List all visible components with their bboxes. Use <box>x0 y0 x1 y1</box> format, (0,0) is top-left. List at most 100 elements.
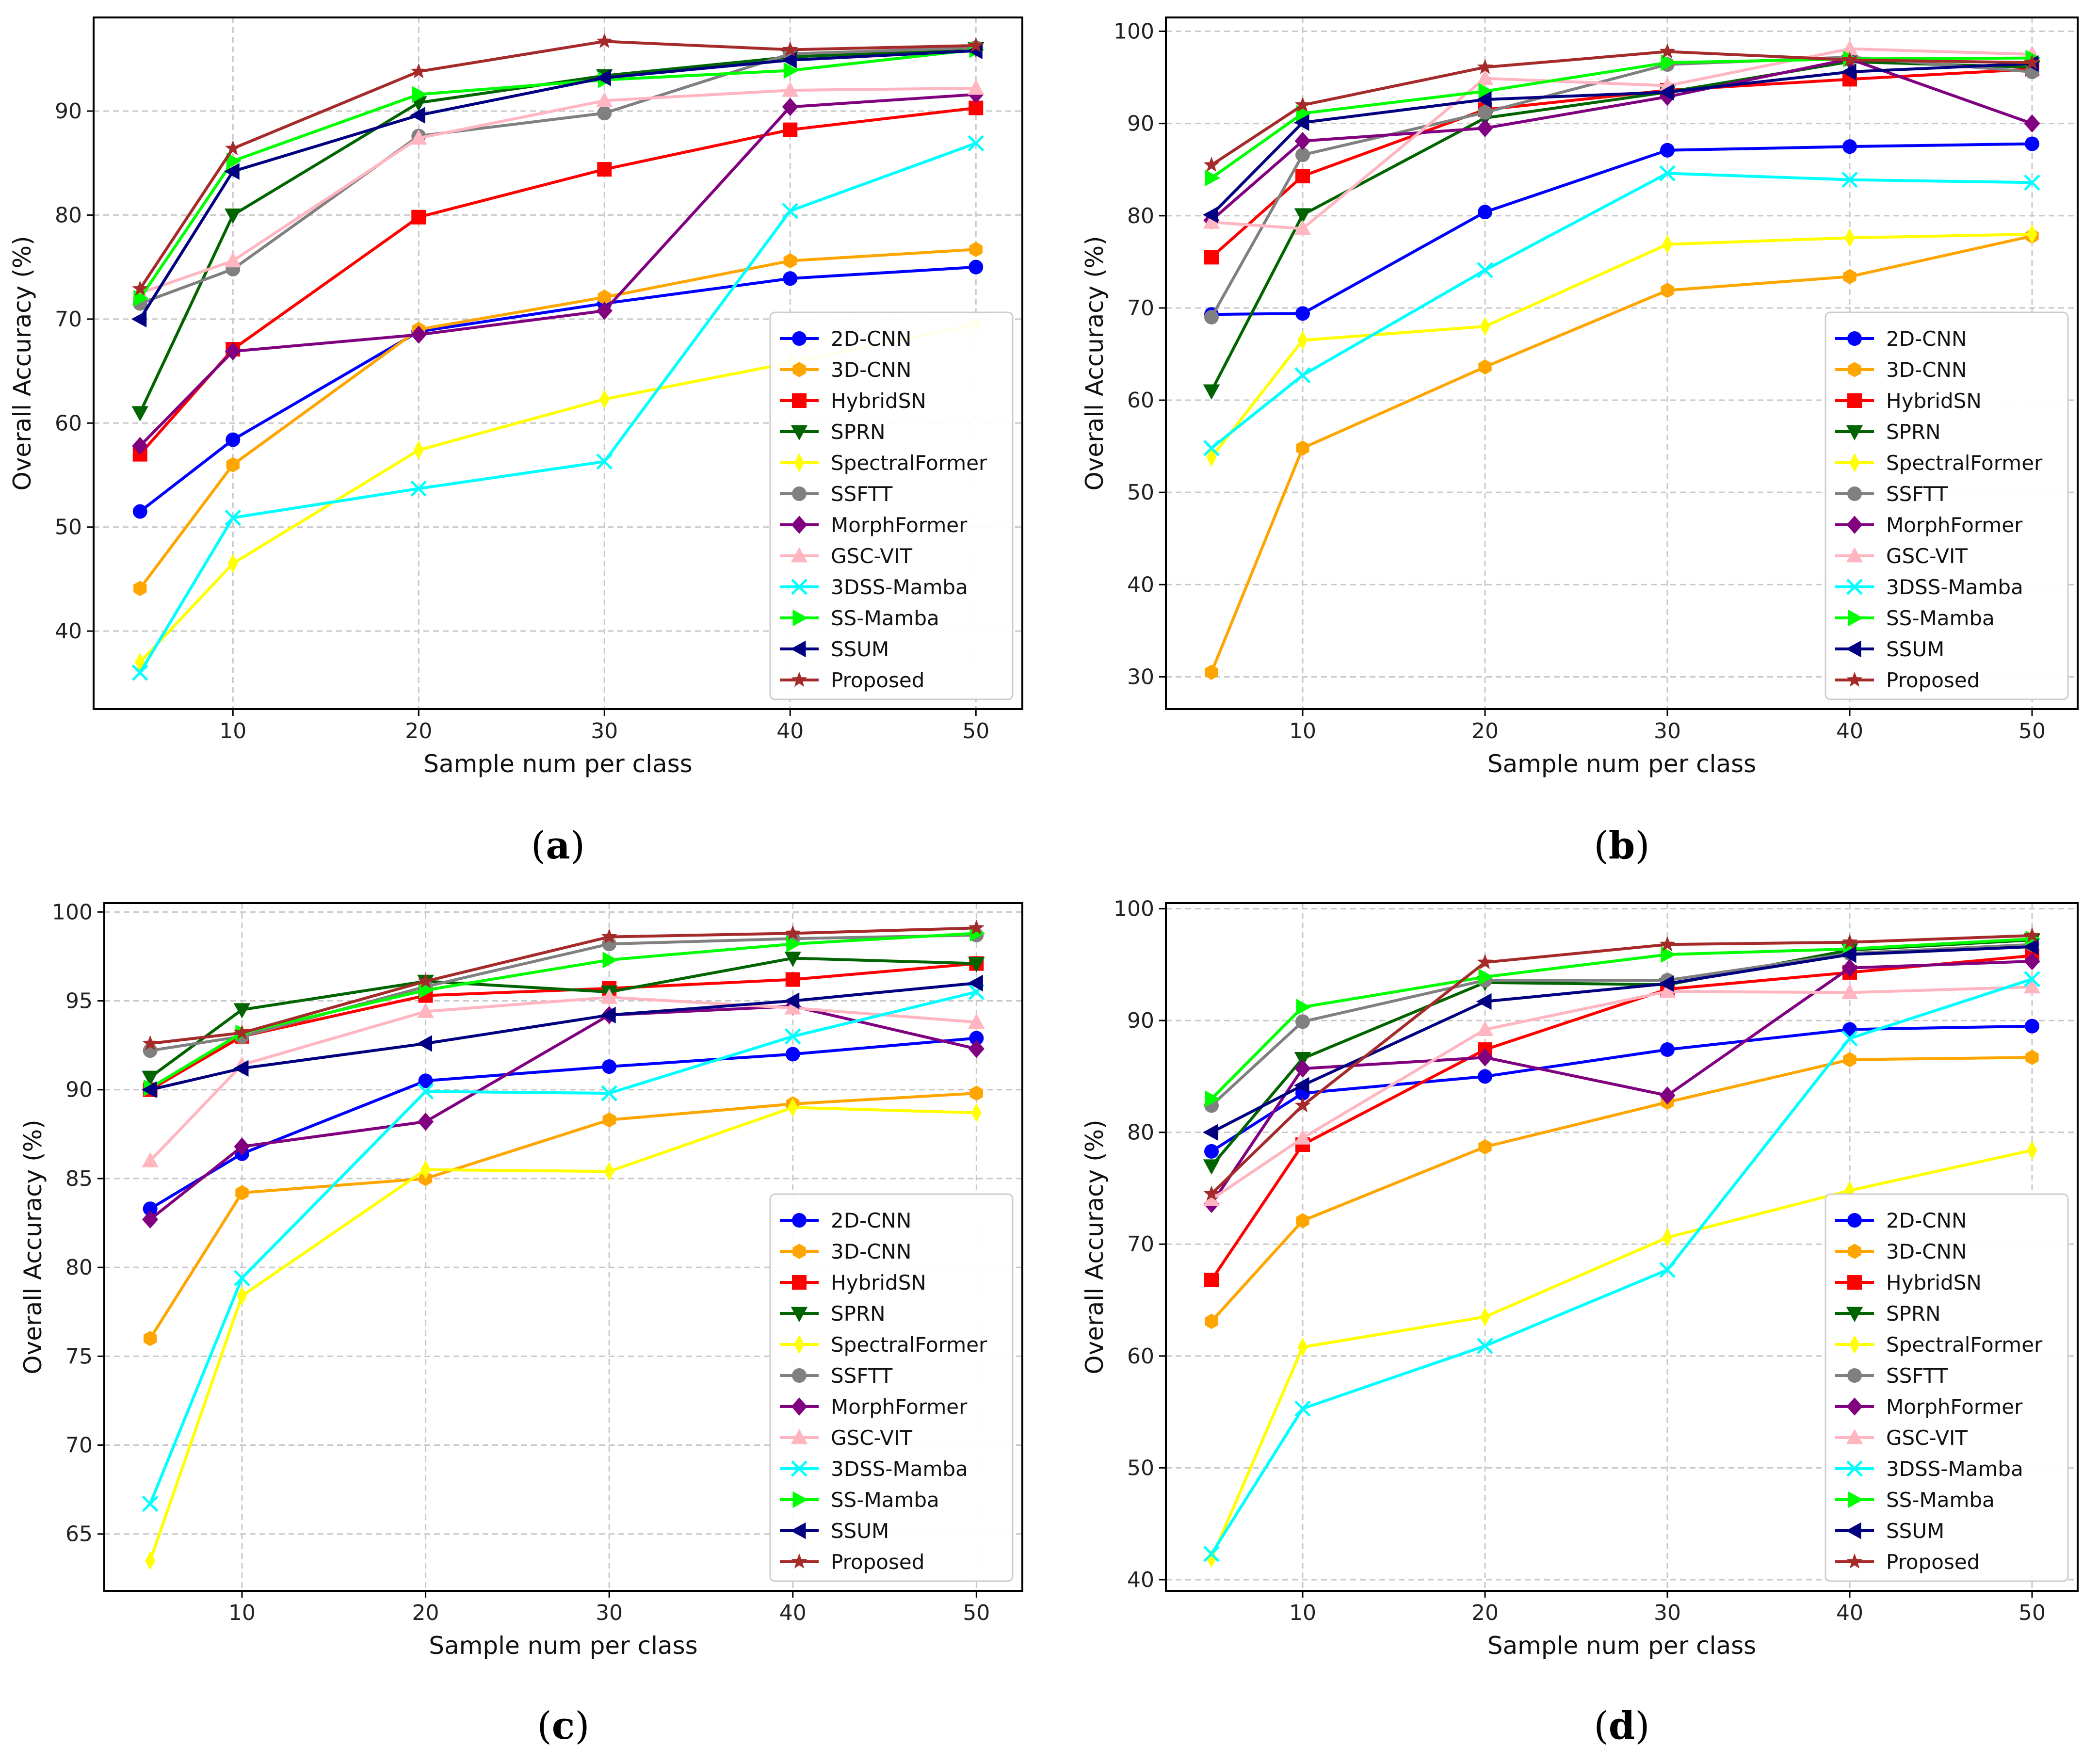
data-point <box>782 97 798 116</box>
legend-item: 3DSS-Mamba <box>1835 575 2023 599</box>
data-point <box>411 210 426 225</box>
series-line <box>1210 232 2033 458</box>
data-point <box>1659 83 1674 101</box>
data-point <box>142 1210 159 1229</box>
data-point <box>600 988 618 1004</box>
legend-marker <box>1847 1213 1862 1228</box>
legend-marker <box>792 1368 807 1383</box>
data-point <box>1477 59 1493 74</box>
legend-label: Proposed <box>1886 668 1980 692</box>
legend-marker <box>791 1429 808 1444</box>
data-point <box>596 453 613 470</box>
x-tick-label: 30 <box>1654 719 1681 744</box>
series-line <box>1210 954 2033 1281</box>
data-point <box>1659 983 1676 998</box>
data-point <box>1297 1337 1308 1357</box>
data-point <box>1841 984 1858 999</box>
series-line <box>150 926 977 1045</box>
legend-marker <box>794 453 805 472</box>
data-point <box>1662 1228 1673 1247</box>
caption-close: ) <box>1635 1704 1649 1748</box>
y-tick-label: 70 <box>55 307 82 332</box>
y-tick-label: 80 <box>1127 1120 1154 1145</box>
legend-label: SPRN <box>1886 1302 1941 1326</box>
series-line <box>1211 56 2033 179</box>
data-point <box>225 342 241 361</box>
legend-item: SSFTT <box>780 482 893 506</box>
legend-label: 2D-CNN <box>1886 327 1967 351</box>
data-point <box>784 999 801 1015</box>
y-tick-label: 95 <box>65 989 93 1014</box>
legend-item: Proposed <box>1835 668 1980 692</box>
y-tick-label: 90 <box>1127 1008 1154 1033</box>
legend-label: SPRN <box>831 420 886 444</box>
data-point <box>2024 174 2040 191</box>
data-point <box>601 1085 617 1101</box>
x-tick-label: 40 <box>776 719 804 744</box>
data-point <box>235 1185 249 1200</box>
legend-item: SS-Mamba <box>1835 1488 1995 1512</box>
y-axis-label: Overall Accuracy (%) <box>8 236 36 490</box>
series-gsc-vit <box>1203 978 2041 1206</box>
y-tick-label: 70 <box>1127 1232 1154 1257</box>
legend-item: SpectralFormer <box>780 1333 987 1357</box>
series-line <box>1211 142 2033 316</box>
data-point <box>1204 1273 1219 1288</box>
legend-marker <box>1846 547 1863 563</box>
data-point <box>1843 269 1857 285</box>
data-point <box>2025 1050 2039 1065</box>
legend-label: Proposed <box>1886 1550 1980 1574</box>
data-point <box>1841 63 1857 81</box>
series-line <box>1211 50 2033 166</box>
legend-item: 2D-CNN <box>1835 1209 1967 1232</box>
data-point <box>1841 171 1858 188</box>
legend-label: HybridSN <box>831 389 926 413</box>
y-tick-label: 60 <box>55 411 82 436</box>
data-point <box>969 1031 984 1046</box>
series-line <box>149 996 977 1162</box>
series-line <box>1210 62 2033 216</box>
series-line <box>139 86 976 295</box>
axes-frame <box>1165 16 2079 710</box>
legend-item: HybridSN <box>1835 1271 1982 1295</box>
legend-marker <box>792 1244 806 1259</box>
y-axis-label: Overall Accuracy (%) <box>1081 236 1109 490</box>
data-point <box>141 1081 157 1098</box>
series-proposed <box>142 920 985 1051</box>
legend-label: 3DSS-Mamba <box>831 575 968 599</box>
data-point <box>1203 213 1220 229</box>
legend-marker <box>1847 1368 1862 1383</box>
legend-item: GSC-VIT <box>780 544 912 568</box>
data-point <box>225 252 242 268</box>
data-point <box>132 437 148 455</box>
data-point <box>968 920 985 935</box>
y-tick-label: 90 <box>65 1078 93 1102</box>
data-point <box>1205 1090 1220 1107</box>
legend-marker <box>791 640 806 658</box>
series-gsc-vit <box>131 79 985 300</box>
data-point <box>969 1085 983 1101</box>
y-axis-label: Overall Accuracy (%) <box>1081 1119 1109 1374</box>
axes-frame <box>1165 902 2079 1592</box>
ticks: 10 20 30 40 50 40 50 60 70 80 90 100 <box>1114 897 2046 1625</box>
series-line <box>149 962 977 1091</box>
data-point <box>410 480 427 497</box>
data-point <box>968 135 985 152</box>
data-point <box>1478 82 1494 100</box>
data-point <box>1841 946 1857 963</box>
legend-label: SpectralFormer <box>1886 1333 2043 1357</box>
data-point <box>226 432 241 447</box>
legend-label: MorphFormer <box>831 513 968 537</box>
x-tick-label: 40 <box>1836 719 1863 744</box>
legend-label: SSFTT <box>831 1364 893 1388</box>
legend-label: 3D-CNN <box>831 358 911 382</box>
legend-marker <box>1846 579 1863 595</box>
data-point <box>1478 968 1494 986</box>
data-point <box>783 122 798 137</box>
legend-label: 2D-CNN <box>1886 1209 1967 1232</box>
series-line <box>139 93 976 447</box>
data-point <box>237 1286 247 1306</box>
series-hybridsn <box>1204 62 2039 265</box>
data-point <box>225 140 241 156</box>
legend-box <box>1825 1193 2069 1582</box>
